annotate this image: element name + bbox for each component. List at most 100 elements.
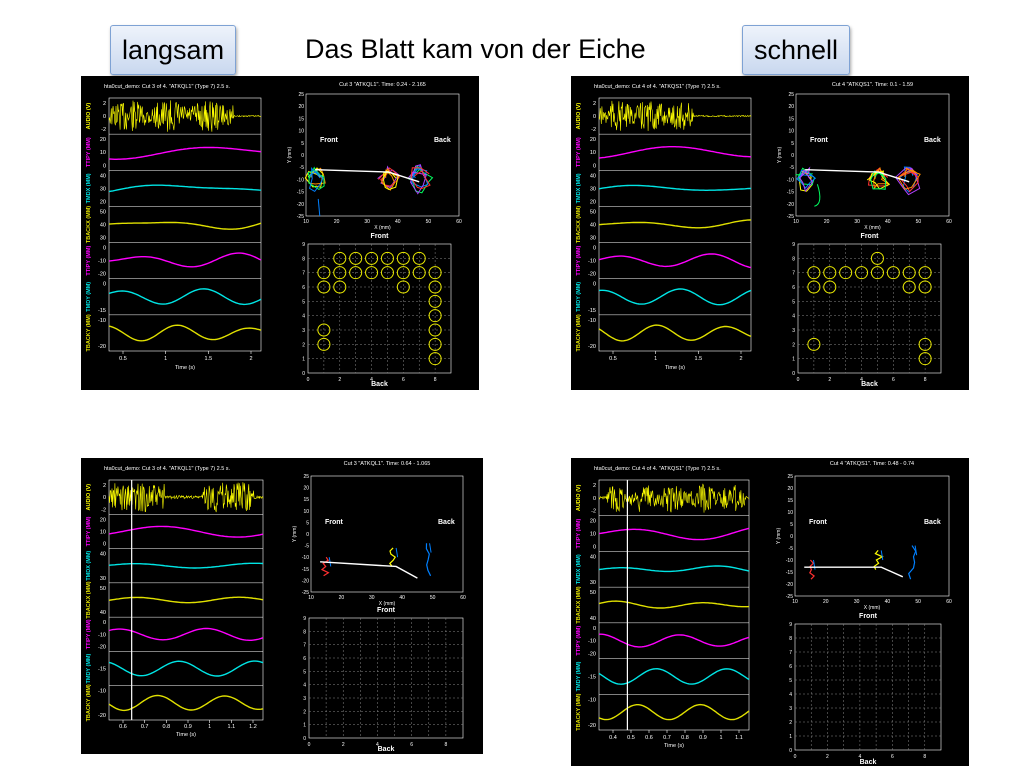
track-tick-label: 0 [103,114,106,120]
track-tick-label: -20 [98,344,106,350]
contact-circle [396,280,410,294]
timeseries-frame [598,97,752,352]
grid-y-tick: 0 [303,736,306,742]
track-tick-label: 2 [103,483,106,489]
traj-tongue-outline [315,168,420,183]
grid-x-tick: 6 [410,742,413,748]
traj-y-tick: 0 [301,153,304,159]
contact-circle [823,280,837,294]
track-trace [598,324,752,342]
traj-y-tick: 15 [303,497,309,503]
contact-circle [807,280,821,294]
track-tick-label: 40 [100,223,106,229]
grid-y-tick: 2 [792,342,795,348]
traj-tongue-outline [805,168,910,183]
traj-y-tick: -5 [300,165,305,171]
track-tick-label: 20 [100,199,106,205]
contact-circle [918,280,932,294]
track-trace [598,667,750,685]
grid-y-tick: 5 [789,678,792,684]
track-tick-label: -10 [588,259,596,265]
grid-frame [794,623,942,751]
track-label: AUDIO (V) [86,103,92,130]
track-trace [598,565,750,573]
track-tick-label: 0 [103,282,106,288]
traj-y-tick: 20 [303,486,309,492]
track-tick-label: 40 [590,554,596,560]
track-tick-label: -10 [588,639,596,645]
track-label: TBACKX (MM) [86,206,92,243]
track-tick-label: -10 [588,318,596,324]
track-label: TTIPY (MM) [86,619,92,649]
grid-y-tick: 6 [302,285,305,291]
traj-y-tick: -20 [297,202,304,208]
traj-back-label: Back [438,519,455,526]
traj-tongue-outline [804,566,904,578]
panel-header: hta0cut_demo: Cut 4 of 4. "ATKQS1" (Type… [594,84,721,90]
traj-y-tick: 0 [790,534,793,540]
traj-ylabel: Y (mm) [287,147,293,164]
contact-circle [349,251,363,265]
track-label: TTIPY (MM) [576,137,582,167]
label-schnell: schnell [742,25,851,75]
traj-y-tick: 10 [787,510,793,516]
track-label: AUDIO (V) [576,484,582,511]
track-tick-label: 40 [590,173,596,179]
time-tick-label: 0.9 [699,735,707,741]
traj-back-loops [408,164,428,195]
traj-header: Cut 4 "ATKQS1". Time: 0.1 - 1.59 [832,82,913,88]
track-label: TMDX (MM) [576,554,582,584]
traj-y-tick: -10 [786,558,793,564]
traj-tongue-outline [320,561,418,579]
traj-ylabel: Y (mm) [292,526,298,543]
traj-sensor-tail [812,559,816,570]
time-tick-label: 1 [654,356,657,362]
traj-x-tick: 30 [854,219,860,225]
traj-y-tick: 15 [298,116,304,122]
traj-sensor-tail [429,543,432,553]
contact-circle [839,266,853,280]
track-tick-label: -20 [98,272,106,278]
track-tick-label: 0 [593,626,596,632]
traj-frame [795,93,950,217]
track-trace [598,288,752,306]
traj-y-tick: -20 [302,578,309,584]
timeseries-frame [108,97,262,352]
grid-y-tick: 4 [789,692,792,698]
traj-xlabel: X (mm) [864,225,881,231]
traj-x-tick: 60 [946,219,952,225]
contact-circle [902,280,916,294]
grid-x-tick: 0 [794,754,797,760]
traj-y-tick: -10 [787,177,794,183]
track-tick-label: 50 [590,209,596,215]
track-trace [108,525,264,538]
traj-sensor-tail [395,547,399,558]
traj-mid-loops [867,167,889,187]
track-tick-label: 50 [100,586,106,592]
track-trace [108,660,264,677]
panel-header: hta0cut_demo: Cut 3 of 4. "ATKQL1" (Type… [104,466,231,472]
track-label: TBACKY (MM) [86,684,92,721]
grid-y-tick: 6 [789,664,792,670]
grid-y-tick: 8 [789,636,792,642]
grid-back-label: Back [371,381,388,388]
track-tick-label: 0 [593,544,596,550]
contact-circle [918,352,932,366]
contact-circle [918,266,932,280]
traj-x-tick: 50 [426,219,432,225]
track-label: TMDY (MM) [576,661,582,691]
track-label: TMDY (MM) [576,282,582,312]
time-tick-label: 0.6 [645,735,653,741]
traj-x-tick: 10 [793,219,799,225]
traj-header: Cut 3 "ATKQL1". Time: 0.24 - 2.165 [339,82,426,88]
traj-x-tick: 40 [885,219,891,225]
grid-y-tick: 5 [302,299,305,305]
track-label: TBACKX (MM) [86,581,92,618]
traj-x-tick: 40 [885,599,891,605]
traj-tip-drop [814,184,821,207]
track-label: TTIPY (MM) [576,518,582,548]
traj-y-tick: 20 [298,104,304,110]
traj-y-tick: 15 [788,116,794,122]
track-label: TBACKY (MM) [576,314,582,351]
contact-circle [412,251,426,265]
